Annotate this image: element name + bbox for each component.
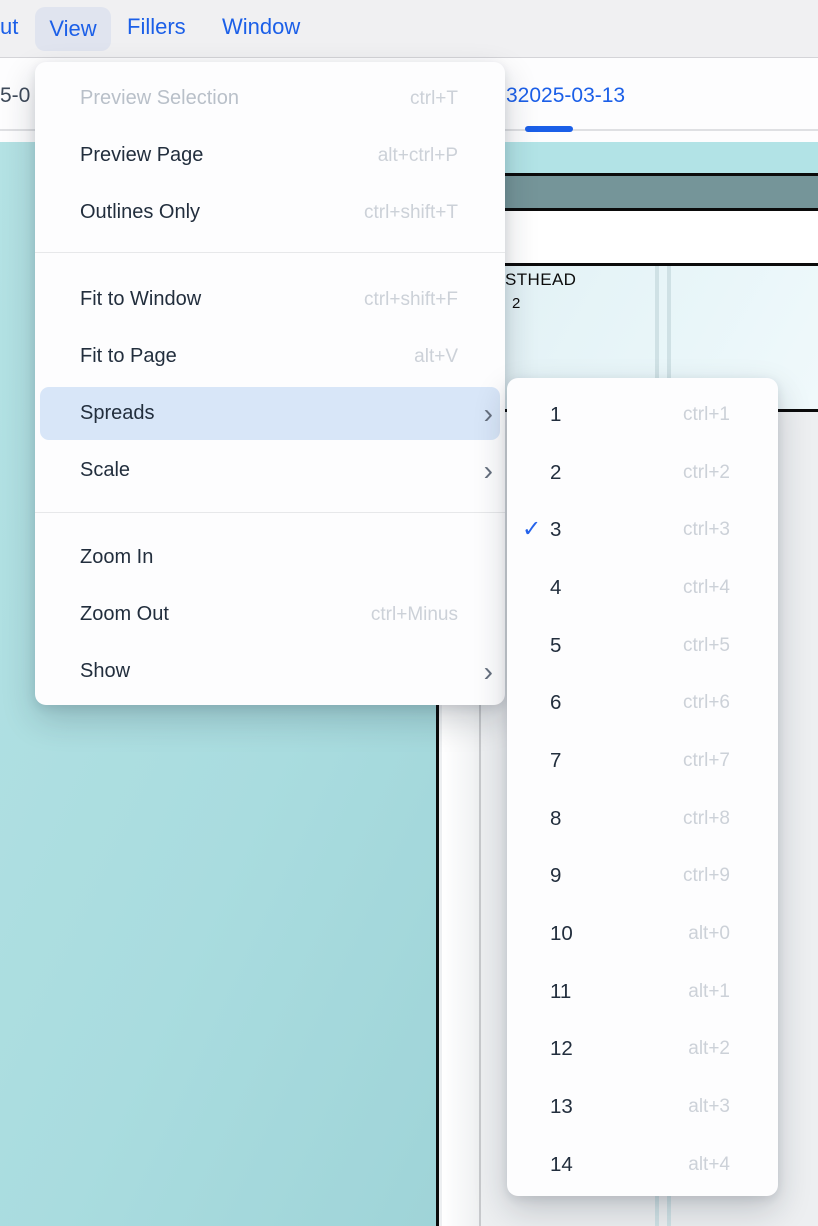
submenu-item-label: 3 bbox=[550, 518, 562, 542]
submenu-item-label: 11 bbox=[550, 979, 572, 1003]
menu-item-show[interactable]: Show › bbox=[35, 643, 505, 700]
submenu-item-shortcut: ctrl+5 bbox=[683, 634, 730, 656]
submenu-item-shortcut: alt+1 bbox=[688, 980, 730, 1002]
submenu-item-1[interactable]: 1 ctrl+1 bbox=[507, 386, 778, 444]
menu-item-label: Zoom In bbox=[80, 546, 154, 568]
submenu-item-5[interactable]: 5 ctrl+5 bbox=[507, 617, 778, 675]
submenu-item-shortcut: ctrl+3 bbox=[683, 519, 730, 541]
menu-item-label: Zoom Out bbox=[80, 603, 169, 625]
menubar-item-layout-partial[interactable]: ut bbox=[0, 14, 19, 39]
menu-item-shortcut: alt+ctrl+P bbox=[377, 144, 458, 166]
submenu-item-4[interactable]: 4 ctrl+4 bbox=[507, 559, 778, 617]
submenu-item-2[interactable]: 2 ctrl+2 bbox=[507, 444, 778, 502]
menu-item-label: Fit to Page bbox=[80, 345, 177, 367]
submenu-item-label: 10 bbox=[550, 922, 573, 946]
masthead-top-band bbox=[481, 142, 818, 173]
menubar-item-fillers[interactable]: Fillers bbox=[127, 14, 186, 39]
menu-separator bbox=[35, 512, 505, 513]
chevron-right-icon: › bbox=[483, 655, 493, 687]
submenu-item-label: 8 bbox=[550, 806, 562, 830]
active-tab-underline bbox=[525, 126, 573, 132]
spreads-submenu: 1 ctrl+1 2 ctrl+2 ✓ 3 ctrl+3 4 ctrl+4 5 … bbox=[507, 378, 778, 1196]
submenu-item-12[interactable]: 12 alt+2 bbox=[507, 1021, 778, 1079]
submenu-item-label: 1 bbox=[550, 402, 562, 426]
menu-item-label: Spreads bbox=[80, 402, 155, 424]
submenu-item-7[interactable]: 7 ctrl+7 bbox=[507, 732, 778, 790]
menu-item-shortcut: ctrl+shift+T bbox=[364, 201, 458, 223]
submenu-item-shortcut: alt+4 bbox=[688, 1153, 730, 1175]
submenu-item-shortcut: ctrl+2 bbox=[683, 461, 730, 483]
tab-active[interactable]: 32025-03-13 bbox=[506, 84, 626, 107]
submenu-item-shortcut: ctrl+6 bbox=[683, 692, 730, 714]
menu-item-label: Scale bbox=[80, 459, 131, 481]
menu-item-shortcut: ctrl+Minus bbox=[370, 603, 458, 625]
submenu-item-label: 14 bbox=[550, 1152, 573, 1176]
menu-item-label: Preview Page bbox=[80, 144, 204, 166]
submenu-item-label: 6 bbox=[550, 691, 562, 715]
masthead-dark-band bbox=[481, 175, 818, 208]
submenu-item-3-checked[interactable]: ✓ 3 ctrl+3 bbox=[507, 501, 778, 559]
submenu-item-14[interactable]: 14 alt+4 bbox=[507, 1136, 778, 1194]
submenu-item-shortcut: ctrl+1 bbox=[683, 403, 730, 425]
submenu-item-6[interactable]: 6 ctrl+6 bbox=[507, 674, 778, 732]
menu-item-label: Preview Selection bbox=[80, 87, 239, 109]
menubar-item-view[interactable]: View bbox=[35, 7, 111, 51]
submenu-item-label: 9 bbox=[550, 864, 562, 888]
menu-item-spreads[interactable]: Spreads › bbox=[35, 385, 505, 442]
menu-item-shortcut: alt+V bbox=[414, 345, 458, 367]
horizontal-rule bbox=[481, 173, 818, 176]
horizontal-rule bbox=[481, 208, 818, 211]
submenu-item-shortcut: ctrl+8 bbox=[683, 807, 730, 829]
submenu-item-shortcut: ctrl+9 bbox=[683, 865, 730, 887]
menu-item-shortcut: ctrl+T bbox=[409, 87, 458, 109]
menu-item-preview-page[interactable]: Preview Page alt+ctrl+P bbox=[35, 127, 505, 184]
submenu-item-11[interactable]: 11 alt+1 bbox=[507, 963, 778, 1021]
submenu-item-label: 4 bbox=[550, 575, 562, 599]
submenu-item-shortcut: alt+2 bbox=[688, 1038, 730, 1060]
submenu-item-label: 5 bbox=[550, 633, 562, 657]
masthead-label: STHEAD bbox=[505, 270, 577, 289]
tab-inactive-partial[interactable]: 5-0 bbox=[0, 84, 31, 107]
menu-item-label: Show bbox=[80, 660, 131, 682]
menu-item-zoom-in[interactable]: Zoom In bbox=[35, 529, 505, 586]
chevron-right-icon: › bbox=[483, 397, 493, 429]
submenu-item-label: 2 bbox=[550, 460, 562, 484]
masthead-white-band bbox=[481, 210, 818, 263]
submenu-item-shortcut: ctrl+4 bbox=[683, 576, 730, 598]
submenu-item-10[interactable]: 10 alt+0 bbox=[507, 905, 778, 963]
submenu-item-shortcut: ctrl+7 bbox=[683, 749, 730, 771]
submenu-item-label: 12 bbox=[550, 1037, 573, 1061]
menu-item-scale[interactable]: Scale › bbox=[35, 442, 505, 499]
horizontal-rule bbox=[481, 263, 818, 266]
menu-item-label: Outlines Only bbox=[80, 201, 201, 223]
view-menu: Preview Selection ctrl+T Preview Page al… bbox=[35, 62, 505, 705]
menu-item-fit-to-window[interactable]: Fit to Window ctrl+shift+F bbox=[35, 271, 505, 328]
menu-item-zoom-out[interactable]: Zoom Out ctrl+Minus bbox=[35, 586, 505, 643]
menu-item-preview-selection[interactable]: Preview Selection ctrl+T bbox=[35, 70, 505, 127]
menu-item-outlines-only[interactable]: Outlines Only ctrl+shift+T bbox=[35, 184, 505, 241]
submenu-item-label: 7 bbox=[550, 748, 562, 772]
submenu-item-label: 13 bbox=[550, 1095, 573, 1119]
submenu-item-13[interactable]: 13 alt+3 bbox=[507, 1078, 778, 1136]
submenu-item-9[interactable]: 9 ctrl+9 bbox=[507, 848, 778, 906]
menu-separator bbox=[35, 252, 505, 253]
menu-bar: ut View Fillers Window bbox=[0, 0, 818, 58]
submenu-item-shortcut: alt+3 bbox=[688, 1096, 730, 1118]
menubar-item-window[interactable]: Window bbox=[222, 14, 301, 39]
submenu-item-8[interactable]: 8 ctrl+8 bbox=[507, 790, 778, 848]
chevron-right-icon: › bbox=[483, 454, 493, 486]
menu-item-label: Fit to Window bbox=[80, 288, 202, 310]
menu-item-fit-to-page[interactable]: Fit to Page alt+V bbox=[35, 328, 505, 385]
menu-item-shortcut: ctrl+shift+F bbox=[364, 288, 458, 310]
checkmark-icon: ✓ bbox=[522, 515, 542, 542]
submenu-item-shortcut: alt+0 bbox=[688, 923, 730, 945]
masthead-page-number: 2 bbox=[512, 295, 521, 312]
